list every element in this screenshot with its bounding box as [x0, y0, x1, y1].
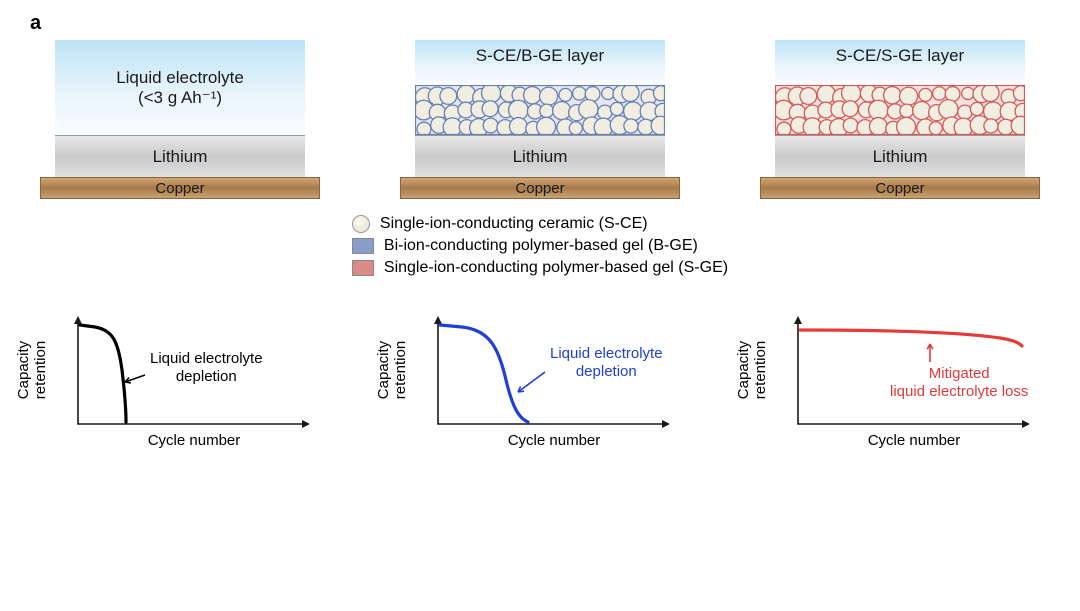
- electrolyte-title-1: Liquid electrolyte: [116, 68, 244, 88]
- schematic-row: Liquid electrolyte (<3 g Ah⁻¹) Lithium C…: [40, 40, 1040, 199]
- chart-sge: Capacityretention Cycle number Mitigated…: [760, 295, 1040, 445]
- chart-annotation: Liquid electrolytedepletion: [150, 350, 263, 386]
- bge-swatch: [352, 238, 374, 254]
- electrolyte-region: S-CE/S-GE layer: [775, 40, 1025, 85]
- x-axis-label: Cycle number: [148, 432, 241, 449]
- cell-stack-sge: S-CE/S-GE layer Lithium Copper: [760, 40, 1040, 199]
- legend-row-bge: Bi-ion-conducting polymer-based gel (B-G…: [352, 237, 698, 255]
- copper-layer: Copper: [400, 177, 680, 199]
- legend-row-sge: Single-ion-conducting polymer-based gel …: [352, 259, 728, 277]
- lithium-layer: Lithium: [415, 135, 665, 177]
- chart-liquid: Capacityretention Cycle number Liquid el…: [40, 295, 320, 445]
- legend: Single-ion-conducting ceramic (S-CE) Bi-…: [352, 215, 728, 277]
- electrolyte-region: Liquid electrolyte (<3 g Ah⁻¹): [55, 40, 305, 135]
- legend-row-ceramic: Single-ion-conducting ceramic (S-CE): [352, 215, 648, 233]
- lithium-layer: Lithium: [55, 135, 305, 177]
- chart-bge: Capacityretention Cycle number Liquid el…: [400, 295, 680, 445]
- legend-label: Bi-ion-conducting polymer-based gel (B-G…: [384, 237, 698, 255]
- x-axis-label: Cycle number: [508, 432, 601, 449]
- legend-label: Single-ion-conducting ceramic (S-CE): [380, 215, 648, 233]
- cell-stack-bge: S-CE/B-GE layer Lithium Copper: [400, 40, 680, 199]
- legend-label: Single-ion-conducting polymer-based gel …: [384, 259, 728, 277]
- sge-swatch: [352, 260, 374, 276]
- particle-svg: [775, 85, 1025, 135]
- copper-layer: Copper: [40, 177, 320, 199]
- lithium-layer: Lithium: [775, 135, 1025, 177]
- electrolyte-region: S-CE/B-GE layer: [415, 40, 665, 85]
- y-axis-label: Capacityretention: [15, 341, 49, 399]
- electrolyte-title-1: S-CE/B-GE layer: [476, 46, 604, 66]
- y-axis-label: Capacityretention: [375, 341, 409, 399]
- x-axis-label: Cycle number: [868, 432, 961, 449]
- particle-layer-bge: [415, 85, 665, 135]
- chart-annotation: Liquid electrolytedepletion: [550, 345, 663, 381]
- y-axis-label: Capacityretention: [735, 341, 769, 399]
- chart-row: Capacityretention Cycle number Liquid el…: [40, 295, 1040, 445]
- particle-svg: [415, 85, 665, 135]
- copper-layer: Copper: [760, 177, 1040, 199]
- panel-label: a: [30, 12, 41, 35]
- cell-stack-liquid: Liquid electrolyte (<3 g Ah⁻¹) Lithium C…: [40, 40, 320, 199]
- ceramic-icon: [352, 215, 370, 233]
- electrolyte-title-1: S-CE/S-GE layer: [836, 46, 964, 66]
- electrolyte-title-2: (<3 g Ah⁻¹): [138, 88, 222, 108]
- particle-layer-sge: [775, 85, 1025, 135]
- chart-annotation: Mitigatedliquid electrolyte loss: [890, 365, 1028, 401]
